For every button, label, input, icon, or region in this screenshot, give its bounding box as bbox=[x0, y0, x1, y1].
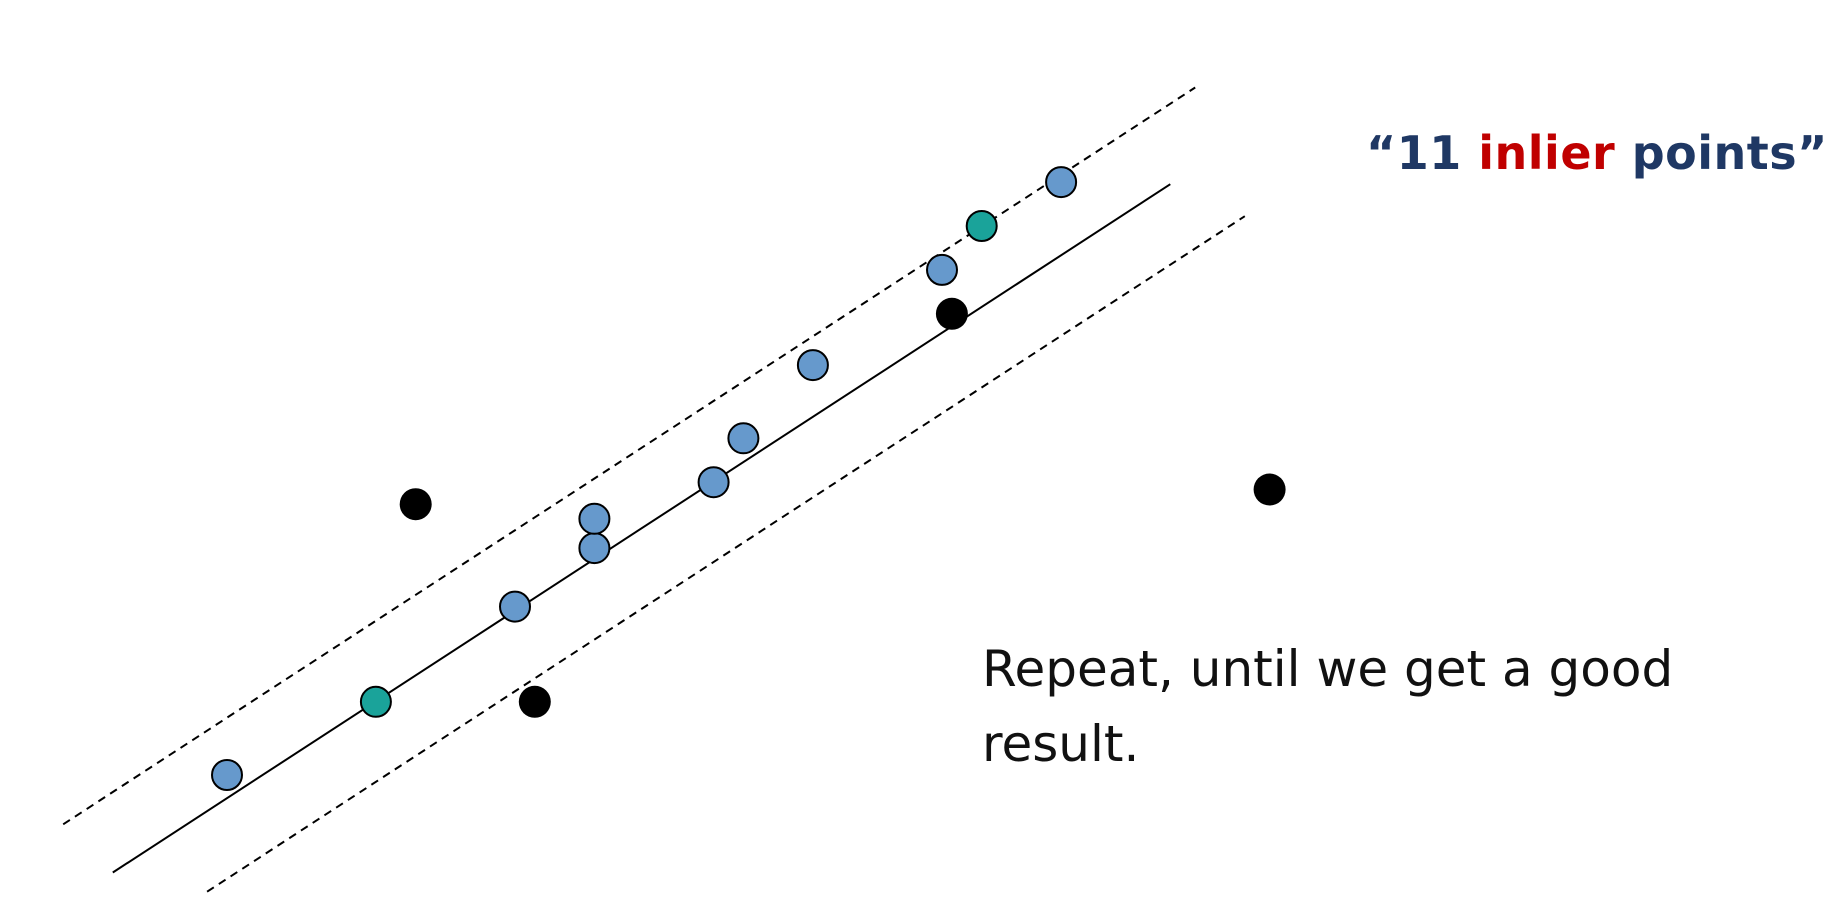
inlier-label-rest: points bbox=[1631, 126, 1798, 180]
fitted-line bbox=[112, 183, 1171, 874]
inlier-point bbox=[211, 759, 243, 791]
outlier-point bbox=[399, 488, 432, 521]
caption-text: Repeat, until we get a good result. bbox=[982, 640, 1674, 773]
lower-threshold-line bbox=[206, 215, 1246, 893]
inlier-label-open-quote: “ bbox=[1366, 126, 1397, 180]
inlier-point bbox=[578, 502, 611, 535]
inlier-point bbox=[499, 590, 531, 623]
inlier-point bbox=[796, 349, 829, 382]
sample-point bbox=[359, 685, 392, 718]
inlier-point bbox=[578, 532, 611, 565]
outlier-point bbox=[1253, 473, 1286, 506]
outlier-point bbox=[518, 685, 551, 718]
data-points bbox=[211, 166, 1286, 791]
sample-point bbox=[965, 210, 998, 242]
inlier-label-count: 11 bbox=[1396, 126, 1462, 180]
upper-threshold-line bbox=[62, 86, 1196, 826]
inlier-point bbox=[727, 422, 760, 455]
model-lines bbox=[62, 86, 1246, 893]
outlier-point bbox=[935, 297, 968, 330]
inlier-count-label: “11 inlier points” bbox=[1366, 128, 1828, 179]
inlier-point bbox=[1045, 166, 1078, 199]
inlier-label-keyword: inlier bbox=[1478, 126, 1616, 180]
inlier-point bbox=[697, 466, 730, 499]
inlier-label-close-quote: ” bbox=[1797, 126, 1828, 180]
inlier-point bbox=[926, 253, 958, 286]
